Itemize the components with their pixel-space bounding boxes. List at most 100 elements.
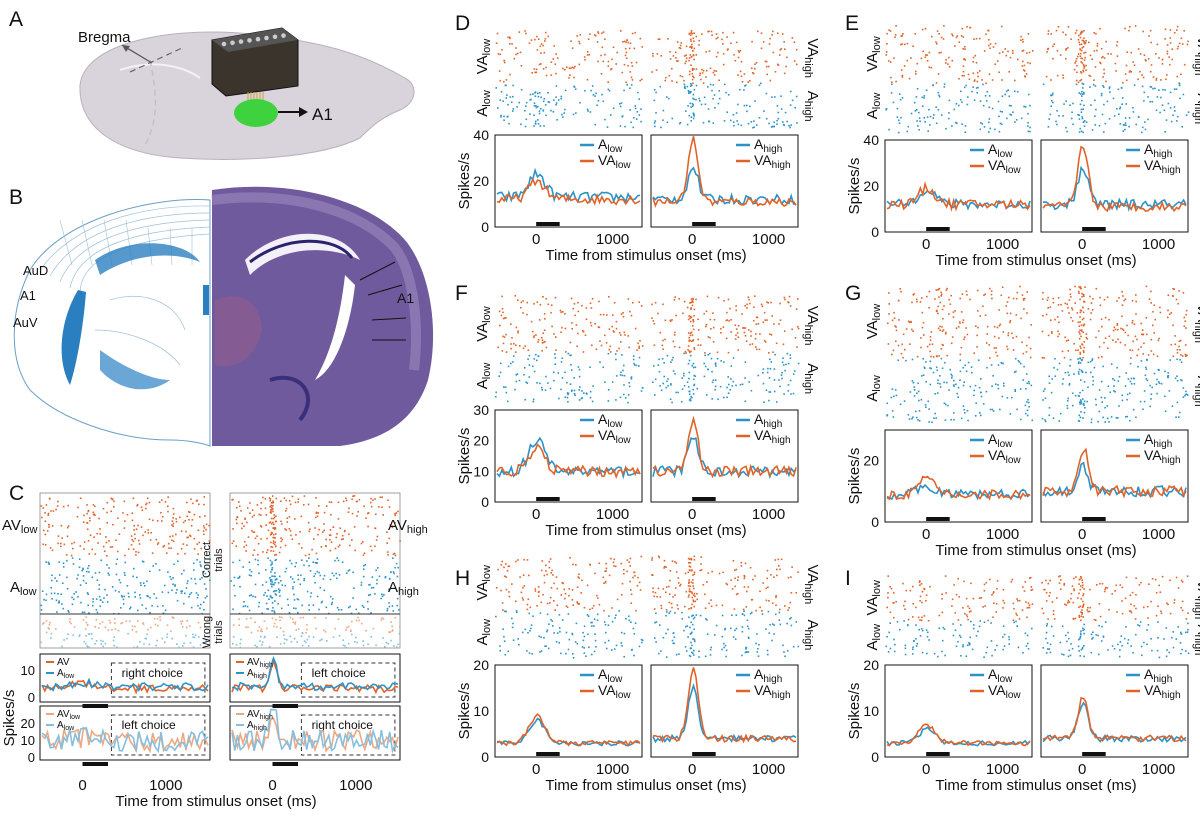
- spike: [99, 622, 101, 625]
- spike: [1069, 104, 1071, 106]
- spike: [1083, 402, 1085, 405]
- spike: [1174, 335, 1176, 337]
- spike: [907, 618, 910, 621]
- spike: [566, 381, 568, 384]
- spike: [895, 394, 898, 397]
- x-tick: 0: [532, 506, 540, 523]
- spike: [687, 636, 689, 638]
- spike: [1012, 619, 1015, 621]
- spike: [688, 73, 691, 76]
- spike: [938, 33, 940, 35]
- spike: [775, 595, 777, 597]
- spike: [931, 343, 934, 345]
- raster-row-label: VAlow: [474, 39, 493, 74]
- spike: [899, 98, 902, 101]
- spike: [639, 37, 642, 40]
- spike: [699, 614, 702, 617]
- spike: [948, 389, 950, 391]
- spike: [796, 122, 798, 124]
- spike: [691, 615, 693, 617]
- spike: [561, 377, 564, 379]
- spike: [693, 347, 695, 349]
- spike: [1167, 294, 1170, 296]
- spike: [985, 82, 987, 85]
- spike: [91, 637, 93, 640]
- spike: [1005, 90, 1008, 93]
- spike: [620, 313, 623, 315]
- spike: [1149, 100, 1151, 103]
- spike: [966, 103, 969, 106]
- spike: [974, 79, 976, 81]
- spike: [399, 540, 401, 542]
- spike: [105, 541, 108, 544]
- spike: [248, 609, 251, 612]
- spike: [386, 531, 388, 533]
- spike: [524, 345, 526, 347]
- spike: [94, 643, 96, 645]
- spike: [546, 602, 549, 605]
- spike: [692, 117, 695, 120]
- spike: [560, 97, 562, 100]
- spike: [722, 31, 724, 34]
- spike: [1180, 354, 1182, 356]
- spike: [764, 60, 767, 63]
- spike: [571, 633, 574, 636]
- x-axis-label: Time from stimulus onset (ms): [545, 247, 746, 264]
- spike: [583, 56, 586, 58]
- spike: [1078, 292, 1080, 294]
- spike: [1173, 32, 1176, 34]
- spike: [51, 579, 53, 582]
- spike: [949, 368, 951, 371]
- spike: [569, 354, 571, 357]
- spike: [715, 37, 718, 40]
- spike: [689, 558, 691, 560]
- spike: [726, 386, 728, 389]
- spike: [306, 628, 308, 631]
- spike: [747, 329, 750, 331]
- spike: [744, 327, 747, 329]
- stimulus-bar: [1082, 517, 1106, 521]
- spike: [86, 592, 89, 594]
- spike: [1161, 58, 1164, 61]
- spike: [942, 317, 944, 320]
- spike: [722, 53, 725, 55]
- spike: [782, 364, 785, 366]
- spike: [792, 645, 795, 648]
- spike: [345, 497, 347, 500]
- spike: [938, 287, 941, 290]
- spike: [139, 594, 141, 596]
- spike: [271, 583, 273, 586]
- spike: [1081, 57, 1083, 60]
- spike: [619, 374, 622, 376]
- wrong-trials-label: trials: [213, 620, 225, 644]
- spike: [180, 623, 183, 625]
- spike: [1106, 417, 1109, 420]
- spike: [297, 578, 300, 581]
- spike: [1145, 317, 1148, 319]
- spike: [350, 612, 353, 615]
- spike: [526, 313, 528, 316]
- spike: [692, 93, 695, 96]
- spike: [769, 623, 771, 626]
- spike: [78, 566, 81, 569]
- spike: [937, 73, 940, 75]
- spike: [291, 495, 294, 498]
- spike: [1129, 392, 1131, 395]
- electrode-pin: [264, 35, 269, 41]
- spike: [1066, 130, 1068, 133]
- spike: [578, 375, 581, 378]
- spike: [1106, 296, 1109, 298]
- spike: [1065, 340, 1068, 342]
- spike: [502, 100, 504, 102]
- spike: [885, 108, 887, 111]
- spike: [990, 290, 993, 292]
- spike: [1070, 38, 1072, 40]
- spike: [198, 541, 201, 544]
- spike: [700, 103, 703, 106]
- spike: [1050, 391, 1053, 394]
- spike: [965, 614, 968, 616]
- spike: [281, 607, 283, 610]
- spike: [671, 319, 673, 321]
- spike: [754, 575, 756, 577]
